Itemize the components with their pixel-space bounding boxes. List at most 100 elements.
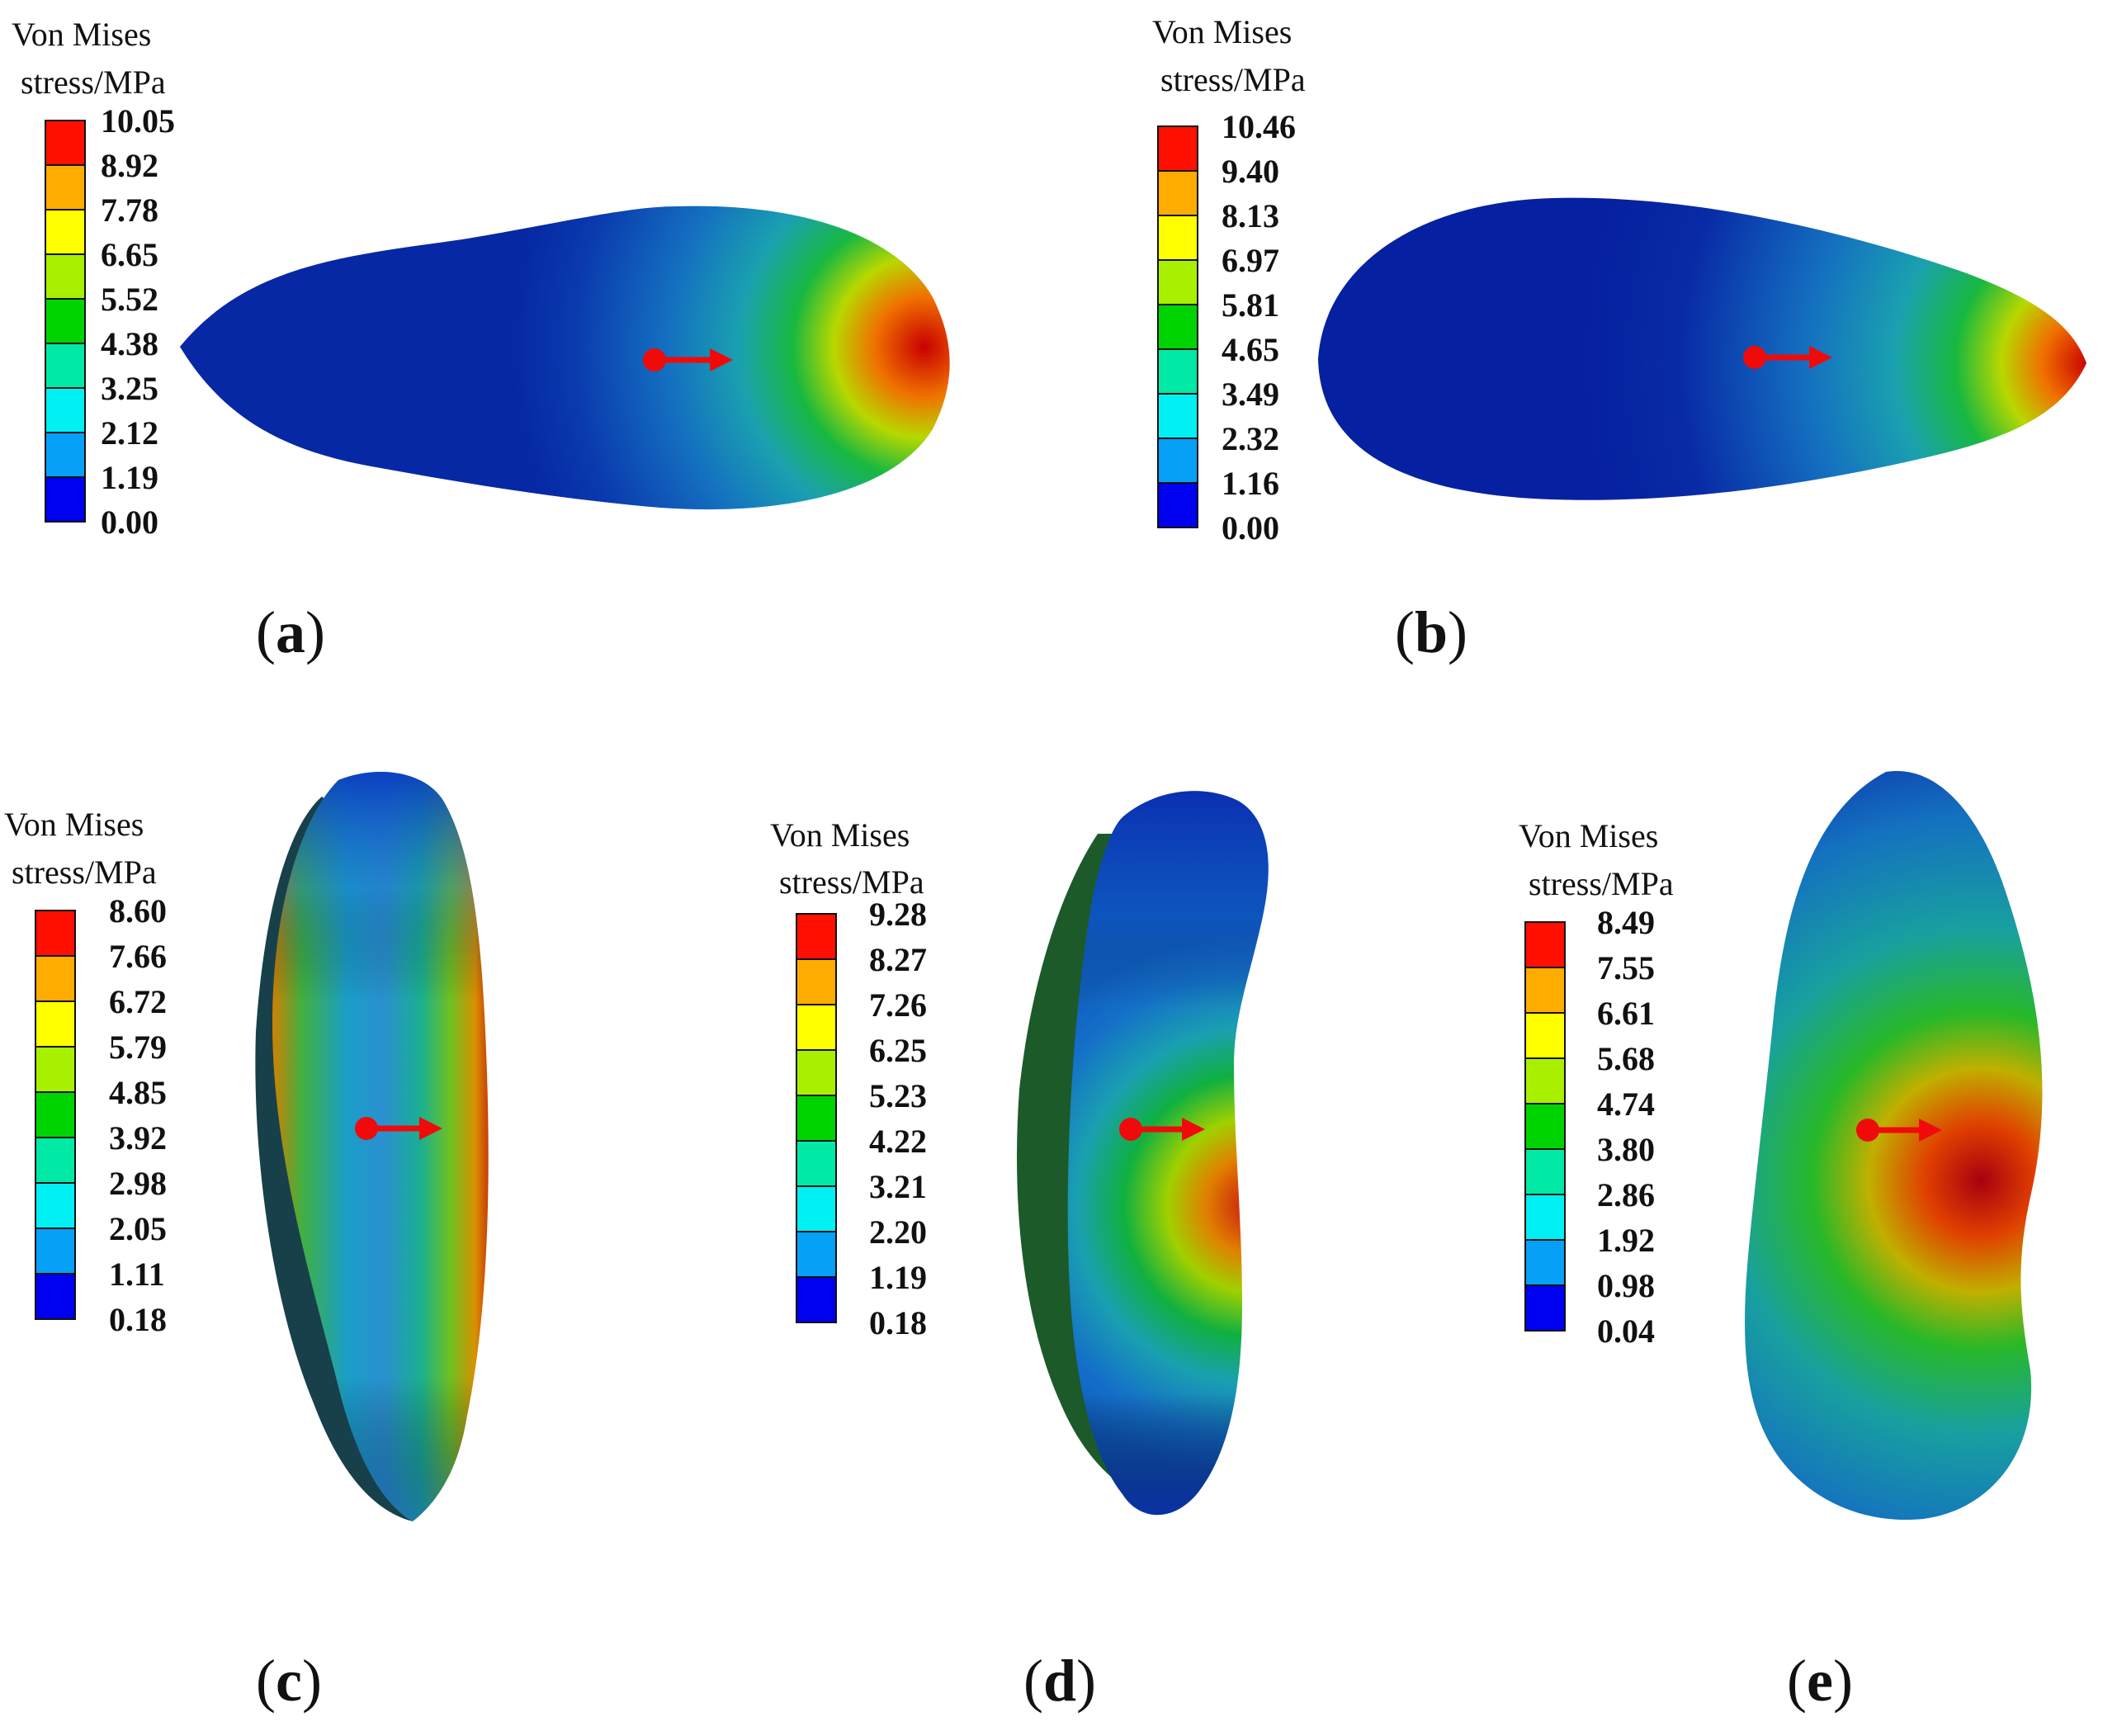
legend-title-line2-c: stress/MPa: [12, 854, 157, 891]
colorbar-e-value-3: 5.68: [1597, 1040, 1655, 1077]
colorbar-d-value-0: 9.28: [869, 896, 927, 933]
stress-contour-shape-a: [180, 206, 950, 510]
colorbar-e: 8.49 7.55 6.61 5.68 4.74 3.80 2.86 1.92 0.98 0.04: [1524, 904, 1655, 1350]
colorbar-d-value-5: 4.22: [869, 1123, 927, 1160]
colorbar-d: 9.28 8.27 7.26 6.25 5.23 4.22 3.21 2.20 1.19 0.18: [796, 896, 927, 1341]
colorbar-b-swatch-7: [1157, 438, 1198, 484]
panel-e: Von Mises stress/MPa 8.49 7.55 6.61 5.68 4.7…: [1519, 770, 2043, 1714]
colorbar-d-value-1: 8.27: [869, 941, 927, 978]
colorbar-d-swatch-6: [796, 1185, 837, 1232]
colorbar-e-value-9: 0.04: [1597, 1313, 1655, 1350]
colorbar-a-value-0: 10.05: [101, 102, 175, 140]
colorbar-b-swatch-3: [1157, 259, 1198, 305]
legend-title-line1-c: Von Mises: [4, 806, 144, 843]
force-arrow-e: [1856, 1119, 1942, 1142]
colorbar-a-value-4: 5.52: [101, 281, 158, 318]
colorbar-e-swatch-1: [1524, 967, 1566, 1014]
colorbar-d-value-7: 2.20: [869, 1213, 927, 1251]
colorbar-d-value-4: 5.23: [869, 1077, 927, 1114]
panel-c: Von Mises stress/MPa 8.60 7.66 6.72 5.79 4.8…: [4, 772, 489, 1714]
colorbar-b-value-7: 2.32: [1222, 420, 1279, 457]
legend-title-line1-a: Von Mises: [12, 16, 151, 53]
colorbar-a-swatch-2: [45, 209, 86, 255]
colorbar-c-swatch-8: [35, 1273, 76, 1320]
colorbar-a-swatch-6: [45, 387, 86, 433]
colorbar-c-value-4: 4.85: [109, 1074, 167, 1111]
colorbar-c-value-9: 0.18: [109, 1301, 167, 1338]
colorbar-b-value-9: 0.00: [1222, 509, 1279, 546]
colorbar-b-value-8: 1.16: [1222, 465, 1279, 502]
panel-b: Von Mises stress/MPa 10.46 9.40 8.13 6.97 5.…: [1152, 13, 2086, 665]
colorbar-a-swatch-7: [45, 432, 86, 478]
colorbar-b-swatch-6: [1157, 393, 1198, 439]
colorbar-c-value-5: 3.92: [109, 1119, 167, 1157]
colorbar-e-swatch-5: [1524, 1148, 1566, 1195]
colorbar-d-swatch-4: [796, 1095, 837, 1142]
force-head-c: [419, 1117, 442, 1140]
colorbar-a-swatch-1: [45, 164, 86, 210]
colorbar-b-swatch-4: [1157, 304, 1198, 350]
colorbar-e-swatch-2: [1524, 1012, 1566, 1059]
colorbar-a-value-3: 6.65: [101, 236, 158, 273]
colorbar-b-swatch-8: [1157, 482, 1198, 528]
colorbar-c: 8.60 7.66 6.72 5.79 4.85 3.92 2.98 2.05 1.11 0.18: [35, 892, 167, 1338]
force-head-d: [1182, 1118, 1205, 1141]
colorbar-c-value-6: 2.98: [109, 1165, 167, 1202]
legend-title-line2-a: stress/MPa: [21, 64, 166, 101]
colorbar-e-value-8: 0.98: [1597, 1267, 1655, 1304]
colorbar-b-swatch-2: [1157, 215, 1198, 261]
colorbar-d-swatch-2: [796, 1004, 837, 1051]
colorbar-d-swatch-5: [796, 1140, 837, 1187]
legend-title-line2-e: stress/MPa: [1529, 865, 1674, 902]
colorbar-d-swatch-1: [796, 958, 837, 1005]
colorbar-e-value-7: 1.92: [1597, 1222, 1655, 1259]
legend-title-line1-e: Von Mises: [1519, 817, 1658, 854]
colorbar-e-value-6: 2.86: [1597, 1176, 1655, 1213]
colorbar-e-swatch-7: [1524, 1239, 1566, 1286]
colorbar-d-value-6: 3.21: [869, 1168, 927, 1205]
colorbar-b: 10.46 9.40 8.13 6.97 5.81 4.65 3.49 2.32 1.16 0.0…: [1157, 108, 1296, 546]
colorbar-a-value-6: 3.25: [101, 370, 158, 407]
colorbar-e-swatch-3: [1524, 1057, 1566, 1105]
colorbar-c-value-1: 7.66: [109, 938, 167, 975]
colorbar-a-value-2: 7.78: [101, 192, 158, 229]
colorbar-b-value-6: 3.49: [1222, 376, 1279, 413]
colorbar-b-value-5: 4.65: [1222, 331, 1279, 368]
colorbar-b-swatch-1: [1157, 170, 1198, 216]
force-arrow-b: [1743, 346, 1832, 369]
colorbar-c-value-8: 1.11: [109, 1256, 165, 1293]
panel-a: Von Mises stress/MPa 10.05 8.92 7.78 6.65 5.…: [12, 16, 950, 665]
force-head-e: [1919, 1119, 1942, 1142]
legend-title-line2-b: stress/MPa: [1160, 61, 1306, 98]
legend-title-line1-b: Von Mises: [1152, 13, 1292, 50]
force-head-a: [710, 348, 733, 371]
legend-title-line1-d: Von Mises: [770, 816, 910, 854]
colorbar-c-value-2: 6.72: [109, 983, 167, 1020]
colorbar-a-value-5: 4.38: [101, 325, 158, 362]
force-arrow-a: [643, 348, 733, 371]
colorbar-e-swatch-8: [1524, 1284, 1566, 1332]
legend-title-line2-d: stress/MPa: [779, 863, 924, 901]
stress-contour-shade-c: [272, 772, 489, 1521]
colorbar-d-swatch-0: [796, 913, 837, 960]
panel-label-e: (e): [1787, 1648, 1853, 1714]
colorbar-e-swatch-0: [1524, 921, 1566, 968]
panel-d: Von Mises stress/MPa 9.28 8.27 7.26 6.25 5.2…: [770, 791, 1269, 1714]
colorbar-d-swatch-8: [796, 1276, 837, 1323]
stress-contour-shade-d: [1067, 791, 1269, 1516]
colorbar-a-swatch-4: [45, 298, 86, 344]
colorbar-d-value-8: 1.19: [869, 1259, 927, 1296]
colorbar-c-swatch-1: [35, 955, 76, 1002]
colorbar-c-swatch-0: [35, 910, 76, 957]
colorbar-d-swatch-7: [796, 1231, 837, 1278]
colorbar-b-value-1: 9.40: [1222, 153, 1279, 190]
colorbar-d-swatch-3: [796, 1049, 837, 1096]
colorbar-a-value-8: 1.19: [101, 459, 158, 496]
colorbar-c-swatch-6: [35, 1182, 76, 1229]
colorbar-b-swatch-0: [1157, 125, 1198, 172]
colorbar-e-value-4: 4.74: [1597, 1086, 1655, 1123]
panel-label-d: (d): [1023, 1648, 1096, 1714]
colorbar-d-value-3: 6.25: [869, 1032, 927, 1069]
colorbar-a-swatch-8: [45, 476, 86, 523]
